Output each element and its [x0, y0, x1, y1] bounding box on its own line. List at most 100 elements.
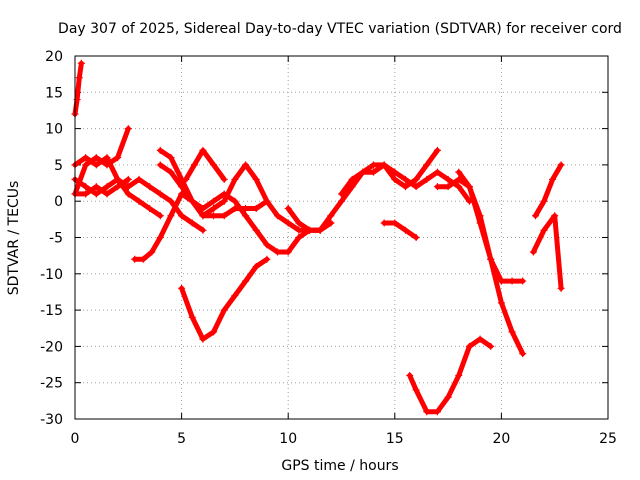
data-point-marker [433, 408, 441, 416]
data-point-marker [252, 263, 260, 271]
data-point-marker [391, 175, 399, 183]
data-point-marker [252, 175, 260, 183]
axes: 0 5 10 15 20 25 20 15 10 5 0 -5 -10 -15 -20 -25 -30 [40, 49, 617, 447]
data-series [71, 59, 565, 416]
data-point-marker [231, 175, 239, 183]
data-point-marker [167, 212, 175, 220]
data-point-marker [75, 74, 83, 82]
data-point-marker [242, 161, 250, 169]
data-point-marker [359, 168, 367, 176]
data-point-marker [131, 255, 139, 263]
data-point-marker [369, 168, 377, 176]
data-point-marker [178, 183, 186, 191]
data-point-marker [139, 255, 147, 263]
data-point-marker [220, 197, 228, 205]
data-point-marker [455, 183, 463, 191]
data-point-marker [103, 190, 111, 198]
data-point-marker [199, 146, 207, 154]
y-tick-label: -15 [40, 303, 63, 319]
series-line [530, 213, 564, 291]
data-point-marker [82, 161, 90, 169]
y-tick-label: 5 [54, 158, 63, 174]
data-point-marker [380, 219, 388, 227]
data-point-marker [532, 212, 540, 220]
series-line [339, 147, 440, 197]
data-point-marker [124, 125, 132, 133]
series-arc-10 [182, 146, 228, 183]
data-point-marker [557, 284, 565, 292]
y-tick-label: 20 [45, 49, 63, 65]
data-point-marker [182, 175, 190, 183]
data-point-marker [77, 59, 85, 67]
data-point-marker [156, 212, 164, 220]
series-line [533, 162, 564, 219]
data-point-marker [210, 204, 218, 212]
data-point-marker [188, 219, 196, 227]
data-point-marker [92, 154, 100, 162]
data-point-marker [263, 241, 271, 249]
data-point-marker [220, 306, 228, 314]
data-point-marker [284, 248, 292, 256]
data-point-marker [167, 197, 175, 205]
data-point-marker [210, 328, 218, 336]
y-tick-label: -30 [40, 412, 63, 428]
data-point-marker [519, 277, 527, 285]
data-point-marker [274, 212, 282, 220]
data-point-marker [124, 175, 132, 183]
data-point-marker [549, 175, 557, 183]
data-point-marker [188, 313, 196, 321]
data-point-marker [295, 226, 303, 234]
data-point-marker [348, 175, 356, 183]
data-point-marker [540, 197, 548, 205]
y-tick-label: 15 [45, 85, 63, 101]
data-point-marker [412, 183, 420, 191]
data-point-marker [455, 168, 463, 176]
data-point-marker [135, 197, 143, 205]
data-point-marker [156, 161, 164, 169]
data-point-marker [156, 146, 164, 154]
data-point-marker [295, 234, 303, 241]
data-point-marker [497, 299, 505, 307]
y-tick-label: -10 [40, 267, 63, 283]
data-point-marker [178, 284, 186, 292]
x-tick-label: 25 [599, 431, 617, 447]
x-tick-label: 20 [492, 431, 510, 447]
series-arc-18 [532, 161, 565, 220]
y-tick-label: 10 [45, 122, 63, 138]
x-tick-label: 10 [279, 431, 297, 447]
plot-frame [74, 55, 609, 420]
data-point-marker [444, 175, 452, 183]
data-point-marker [263, 255, 271, 263]
data-point-marker [124, 183, 132, 191]
series-arc-1 [71, 59, 85, 118]
y-tick-label: 0 [54, 194, 63, 210]
data-point-marker [167, 168, 175, 176]
data-point-marker [508, 328, 516, 336]
data-point-marker [444, 183, 452, 191]
series-arc-16 [455, 168, 527, 358]
data-point-marker [156, 190, 164, 198]
series-arc-13 [380, 219, 420, 241]
data-point-marker [220, 190, 228, 198]
series-arc-8 [156, 161, 335, 256]
data-point-marker [519, 350, 527, 358]
data-point-marker [114, 183, 122, 191]
data-point-marker [529, 248, 537, 256]
y-axis-label: SDTVAR / TECUs [6, 181, 22, 296]
data-point-marker [252, 226, 260, 234]
data-point-marker [476, 335, 484, 343]
data-point-marker [210, 197, 218, 205]
data-point-marker [433, 183, 441, 191]
series-arc-9 [178, 255, 271, 343]
data-point-marker [508, 277, 516, 285]
data-point-marker [455, 371, 463, 379]
data-point-marker [284, 204, 292, 212]
data-point-marker [92, 190, 100, 198]
data-point-marker [433, 146, 441, 154]
data-point-marker [551, 212, 559, 220]
data-point-marker [487, 255, 495, 263]
data-point-marker [338, 190, 345, 198]
series-arc-17 [529, 212, 565, 292]
data-point-marker [146, 183, 154, 191]
y-tick-label: -5 [49, 231, 63, 247]
